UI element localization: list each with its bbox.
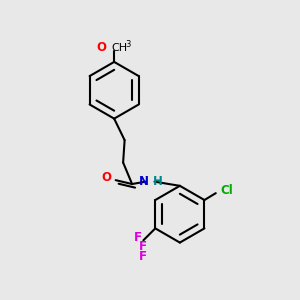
Text: Cl: Cl bbox=[220, 184, 233, 197]
Text: F: F bbox=[134, 231, 141, 244]
Text: H: H bbox=[153, 175, 163, 188]
Text: O: O bbox=[101, 171, 111, 184]
Text: F: F bbox=[139, 240, 147, 254]
Text: CH: CH bbox=[111, 43, 127, 52]
Text: N: N bbox=[139, 175, 149, 188]
Text: 3: 3 bbox=[125, 40, 131, 49]
Text: F: F bbox=[139, 250, 147, 263]
Text: O: O bbox=[97, 41, 107, 54]
